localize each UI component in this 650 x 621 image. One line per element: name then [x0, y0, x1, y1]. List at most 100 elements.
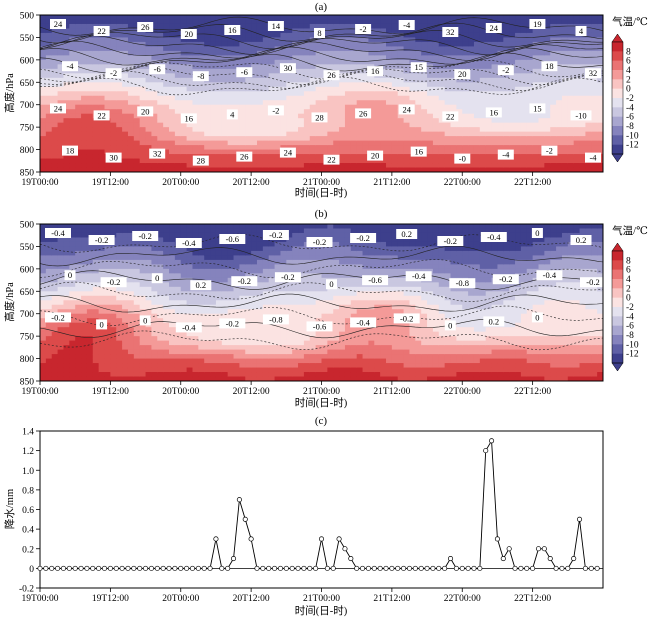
field-cell: [221, 140, 229, 146]
field-cell: [133, 304, 141, 310]
field-cell: [145, 37, 153, 43]
field-cell: [75, 264, 82, 270]
field-cell: [438, 109, 446, 115]
field-cell: [57, 113, 65, 119]
field-cell: [63, 237, 70, 243]
field-cell: [169, 340, 176, 346]
field-cell: [251, 109, 258, 115]
field-cell: [45, 158, 53, 164]
field-cell: [597, 118, 603, 124]
field-cell: [444, 82, 452, 88]
field-cell: [298, 55, 305, 61]
field-cell: [98, 15, 106, 21]
field-cell: [239, 122, 246, 128]
field-cell: [473, 59, 481, 65]
field-cell: [75, 77, 82, 83]
field-cell: [157, 131, 164, 137]
field-cell: [204, 291, 211, 297]
field-cell: [397, 167, 405, 172]
field-cell: [169, 255, 176, 261]
field-cell: [92, 158, 100, 164]
field-cell: [221, 73, 229, 79]
field-cell: [468, 64, 475, 70]
field-cell: [227, 32, 235, 39]
field-cell: [298, 127, 305, 133]
field-cell: [339, 109, 346, 115]
field-cell: [350, 68, 358, 74]
field-cell: [292, 50, 299, 56]
field-cell: [339, 64, 346, 70]
field-cell: [198, 50, 205, 56]
field-cell: [51, 264, 59, 270]
field-cell: [268, 154, 276, 160]
field-cell: [245, 372, 252, 378]
field-cell: [57, 277, 65, 283]
field-cell: [556, 118, 563, 124]
field-cell: [473, 109, 481, 115]
field-cell: [69, 104, 76, 110]
field-cell: [86, 295, 94, 301]
field-cell: [45, 118, 53, 124]
field-cell: [186, 268, 194, 274]
field-cell: [427, 158, 434, 164]
field-cell: [186, 46, 194, 52]
field-cell: [163, 228, 170, 234]
field-cell: [133, 295, 141, 301]
field-cell: [45, 246, 53, 252]
field-cell: [233, 309, 240, 315]
field-cell: [403, 118, 411, 124]
field-cell: [339, 149, 346, 155]
field-cell: [192, 109, 199, 115]
field-cell: [133, 255, 141, 261]
field-cell: [139, 59, 147, 65]
field-cell: [245, 136, 252, 142]
field-cell: [479, 140, 487, 146]
field-cell: [227, 327, 235, 333]
field-cell: [591, 32, 598, 39]
field-cell: [597, 19, 603, 25]
field-cell: [561, 95, 569, 101]
field-cell: [362, 73, 370, 79]
field-cell: [215, 322, 223, 328]
field-cell: [327, 46, 334, 52]
field-cell: [268, 122, 276, 128]
contour-label: 4: [230, 109, 235, 119]
field-cell: [69, 232, 76, 239]
field-cell: [210, 264, 217, 270]
field-cell: [356, 145, 364, 151]
field-cell: [497, 163, 504, 169]
field-cell: [233, 241, 240, 248]
field-cell: [69, 228, 76, 234]
field-cell: [157, 59, 164, 65]
field-cell: [268, 91, 276, 97]
field-cell: [81, 158, 88, 164]
field-cell: [597, 100, 603, 106]
field-cell: [122, 349, 129, 355]
field-cell: [133, 268, 141, 274]
field-cell: [391, 167, 399, 172]
field-cell: [315, 154, 323, 160]
field-cell: [520, 149, 528, 155]
field-cell: [198, 232, 205, 239]
field-cell: [579, 41, 586, 47]
field-cell: [81, 127, 88, 133]
field-cell: [98, 163, 106, 169]
field-cell: [127, 228, 135, 234]
field-cell: [151, 109, 158, 115]
field-cell: [573, 158, 581, 164]
field-cell: [51, 277, 59, 283]
field-cell: [198, 127, 205, 133]
field-cell: [204, 237, 211, 243]
field-cell: [503, 28, 510, 34]
field-cell: [151, 318, 158, 324]
field-cell: [268, 255, 276, 261]
field-cell: [116, 358, 123, 364]
field-cell: [456, 28, 463, 34]
field-cell: [409, 86, 416, 92]
field-cell: [391, 118, 399, 124]
field-cell: [333, 59, 340, 65]
field-cell: [198, 291, 205, 297]
contour-label: 18: [66, 146, 75, 156]
field-cell: [485, 73, 493, 79]
field-cell: [210, 237, 217, 243]
